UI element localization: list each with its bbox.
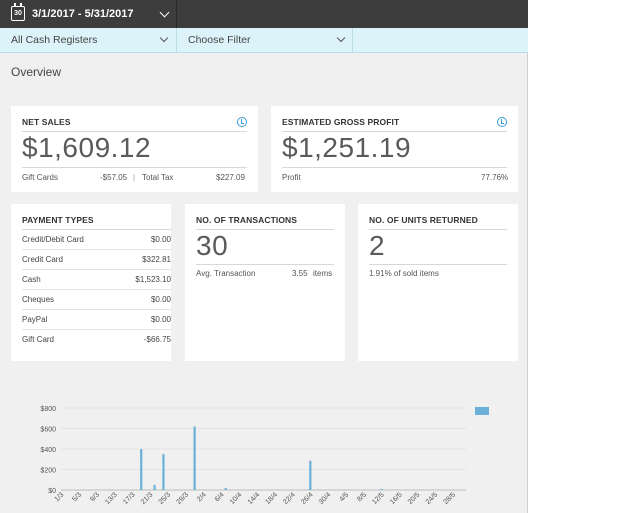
net-sales-title: NET SALES — [22, 117, 71, 127]
chart-x-tick-label: 1/3 — [54, 491, 66, 503]
register-select-value: All Cash Registers — [11, 34, 98, 46]
chart-bar[interactable] — [224, 487, 227, 490]
avg-transaction-unit: items — [313, 269, 333, 278]
gift-cards-value: -$57.05 — [100, 173, 128, 182]
divider — [196, 264, 334, 265]
gross-profit-card: ESTIMATED GROSS PROFIT $1,251.19 Profit … — [271, 106, 518, 192]
divider — [282, 167, 507, 168]
chart-bar[interactable] — [380, 488, 383, 490]
chart-x-tick-label: 18/4 — [264, 491, 279, 506]
chevron-down-icon — [159, 33, 169, 43]
top-bar: 30 3/1/2017 - 5/31/2017 — [0, 0, 528, 28]
divider — [22, 131, 247, 132]
gross-profit-value: $1,251.19 — [282, 132, 412, 163]
net-sales-card: NET SALES $1,609.12 Gift Cards -$57.05 |… — [11, 106, 258, 192]
chart-bar[interactable] — [193, 426, 196, 490]
filter-select[interactable]: Choose Filter — [177, 28, 353, 53]
chart-bar[interactable] — [309, 460, 312, 490]
payment-row: Cheques $0.00 — [22, 290, 171, 310]
chart-bar[interactable] — [140, 449, 143, 490]
transactions-title: NO. OF TRANSACTIONS — [196, 215, 298, 225]
chart-x-tick-label: 8/5 — [356, 491, 368, 503]
chart-bar[interactable] — [162, 454, 165, 490]
chart-y-tick-label: $400 — [40, 447, 56, 454]
chart-y-tick-label: $0 — [48, 488, 56, 495]
date-range-picker[interactable]: 30 3/1/2017 - 5/31/2017 — [0, 0, 177, 28]
profit-label: Profit — [282, 173, 301, 182]
filter-select-value: Choose Filter — [188, 34, 251, 46]
divider — [282, 131, 507, 132]
chart-bar[interactable] — [153, 484, 156, 490]
units-returned-note: 1.91% of sold items — [369, 269, 439, 278]
total-tax-value: $227.09 — [216, 173, 245, 182]
avg-transaction-value: 3.55 — [292, 269, 308, 278]
units-returned-card: NO. OF UNITS RETURNED 2 1.91% of sold it… — [358, 204, 518, 361]
chart-legend-swatch[interactable] — [475, 407, 489, 415]
info-icon[interactable] — [497, 117, 507, 127]
chart-x-tick-label: 26/4 — [300, 491, 315, 506]
divider — [22, 229, 171, 230]
payment-types-card: PAYMENT TYPES Credit/Debit Card $0.00 Cre… — [11, 204, 171, 361]
chart-x-tick-label: 20/5 — [407, 491, 422, 506]
info-icon[interactable] — [237, 117, 247, 127]
chart-x-tick-label: 24/5 — [425, 491, 440, 506]
calendar-icon: 30 — [11, 3, 25, 21]
gross-profit-title: ESTIMATED GROSS PROFIT — [282, 117, 400, 127]
chart-y-tick-label: $600 — [40, 427, 56, 434]
chart-x-tick-label: 14/4 — [247, 491, 262, 506]
chart-x-tick-label: 10/4 — [229, 491, 244, 506]
chart-y-tick-label: $800 — [40, 406, 56, 413]
date-range-label: 3/1/2017 - 5/31/2017 — [32, 8, 134, 20]
chart-x-tick-label: 12/5 — [371, 491, 386, 506]
chart-x-tick-label: 4/5 — [338, 491, 350, 503]
avg-transaction-label: Avg. Transaction — [196, 269, 256, 278]
separator: | — [133, 173, 136, 182]
payment-row: Credit/Debit Card $0.00 — [22, 230, 171, 250]
gift-cards-label: Gift Cards — [22, 173, 59, 182]
chart-x-tick-label: 5/3 — [71, 491, 83, 503]
chevron-down-icon — [336, 33, 346, 43]
app-window: 30 3/1/2017 - 5/31/2017 All Cash Registe… — [0, 0, 528, 513]
transactions-value: 30 — [196, 230, 229, 261]
empty-right-panel — [529, 0, 619, 513]
payment-row: Cash $1,523.10 — [22, 270, 171, 290]
filter-bar: All Cash Registers Choose Filter — [0, 28, 528, 53]
transactions-card: NO. OF TRANSACTIONS 30 Avg. Transaction … — [185, 204, 345, 361]
chart-x-tick-label: 25/3 — [158, 491, 173, 506]
units-returned-title: NO. OF UNITS RETURNED — [369, 215, 478, 225]
net-sales-value: $1,609.12 — [22, 132, 152, 163]
chart-x-tick-label: 9/3 — [89, 491, 101, 503]
payment-types-title: PAYMENT TYPES — [22, 215, 94, 225]
payment-row: Credit Card $322.81 — [22, 250, 171, 270]
payment-row: PayPal $0.00 — [22, 310, 171, 330]
chart-x-tick-label: 21/3 — [140, 491, 155, 506]
register-select[interactable]: All Cash Registers — [0, 28, 177, 53]
chart-y-tick-label: $200 — [40, 468, 56, 475]
divider — [369, 229, 507, 230]
chart-x-tick-label: 13/3 — [104, 491, 119, 506]
units-returned-value: 2 — [369, 230, 386, 261]
divider — [369, 264, 507, 265]
chart-x-tick-label: 30/4 — [318, 491, 333, 506]
profit-value: 77.76% — [481, 173, 509, 182]
divider — [22, 167, 247, 168]
total-tax-label: Total Tax — [142, 173, 174, 182]
chevron-down-icon — [159, 7, 170, 18]
chart-x-tick-label: 2/4 — [196, 491, 208, 503]
chart-x-tick-label: 17/3 — [122, 491, 137, 506]
chart-x-tick-label: 28/5 — [442, 491, 457, 506]
chart-x-tick-label: 22/4 — [282, 491, 297, 506]
chart-x-tick-label: 29/3 — [175, 491, 190, 506]
chart-x-tick-label: 16/5 — [389, 491, 404, 506]
page-title: Overview — [11, 65, 62, 79]
chart-x-tick-label: 6/4 — [214, 491, 226, 503]
payment-row: Gift Card -$66.75 — [22, 335, 171, 344]
divider — [196, 229, 334, 230]
